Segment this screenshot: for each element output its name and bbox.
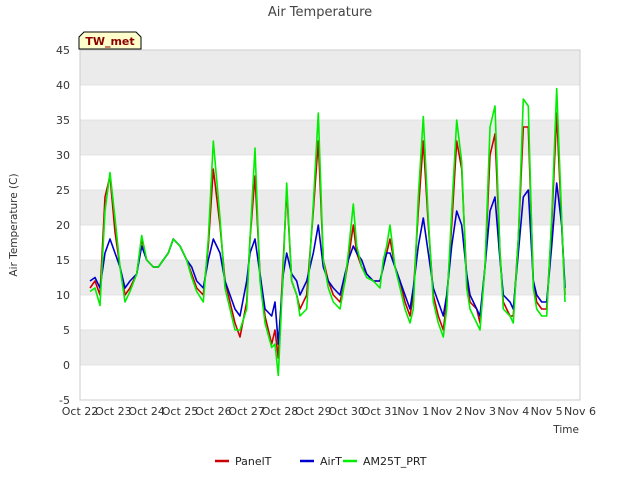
- y-axis-title: Air Temperature (C): [8, 173, 20, 276]
- x-tick-label: Oct 29: [295, 405, 332, 418]
- y-tick-label: 10: [56, 289, 70, 302]
- x-tick-label: Oct 26: [195, 405, 232, 418]
- x-tick-label: Nov 2: [431, 405, 463, 418]
- x-tick-label: Oct 27: [228, 405, 265, 418]
- x-tick-label: Oct 25: [162, 405, 199, 418]
- series-line-am25t-prt: [89, 87, 566, 377]
- y-tick-label: -5: [59, 394, 70, 407]
- background-band: [80, 190, 580, 225]
- x-tick-label: Nov 6: [564, 405, 596, 418]
- y-tick-label: 30: [56, 149, 70, 162]
- legend-label: PanelT: [235, 455, 272, 468]
- station-label-shape: [78, 31, 142, 50]
- y-tick-label: 5: [63, 324, 70, 337]
- x-tick-label: Oct 23: [95, 405, 132, 418]
- y-axis-ticks: -5 0 5 10 15 20 25 30 35 40 45: [56, 44, 70, 407]
- x-tick-label: Oct 31: [362, 405, 399, 418]
- y-tick-label: 20: [56, 219, 70, 232]
- x-tick-label: Oct 24: [128, 405, 165, 418]
- legend-label: AM25T_PRT: [363, 455, 427, 468]
- series-lines: [89, 87, 566, 377]
- background-bands: [80, 50, 580, 365]
- x-tick-label: Nov 4: [497, 405, 529, 418]
- legend: PanelT AirT AM25T_PRT: [215, 455, 427, 468]
- background-band: [80, 330, 580, 365]
- x-axis-title: Time: [552, 424, 579, 436]
- plot-border: [79, 49, 581, 401]
- x-tick-label: Oct 28: [262, 405, 299, 418]
- background-band: [80, 50, 580, 85]
- y-tick-label: 45: [56, 44, 70, 57]
- x-tick-label: Oct 30: [328, 405, 365, 418]
- y-tick-label: 35: [56, 114, 70, 127]
- y-tick-label: 15: [56, 254, 70, 267]
- y-tick-label: 0: [63, 359, 70, 372]
- station-label: TW_met: [85, 35, 134, 48]
- station-label-box: TW_met: [78, 31, 142, 50]
- background-band: [80, 260, 580, 295]
- y-tick-label: 25: [56, 184, 70, 197]
- x-tick-label: Nov 1: [397, 405, 429, 418]
- legend-label: AirT: [320, 455, 342, 468]
- background-band: [80, 120, 580, 155]
- x-tick-label: Nov 3: [464, 405, 496, 418]
- x-tick-label: Nov 5: [531, 405, 563, 418]
- x-tick-label: Oct 22: [62, 405, 99, 418]
- chart-title: Air Temperature: [268, 5, 372, 20]
- y-tick-label: 40: [56, 79, 70, 92]
